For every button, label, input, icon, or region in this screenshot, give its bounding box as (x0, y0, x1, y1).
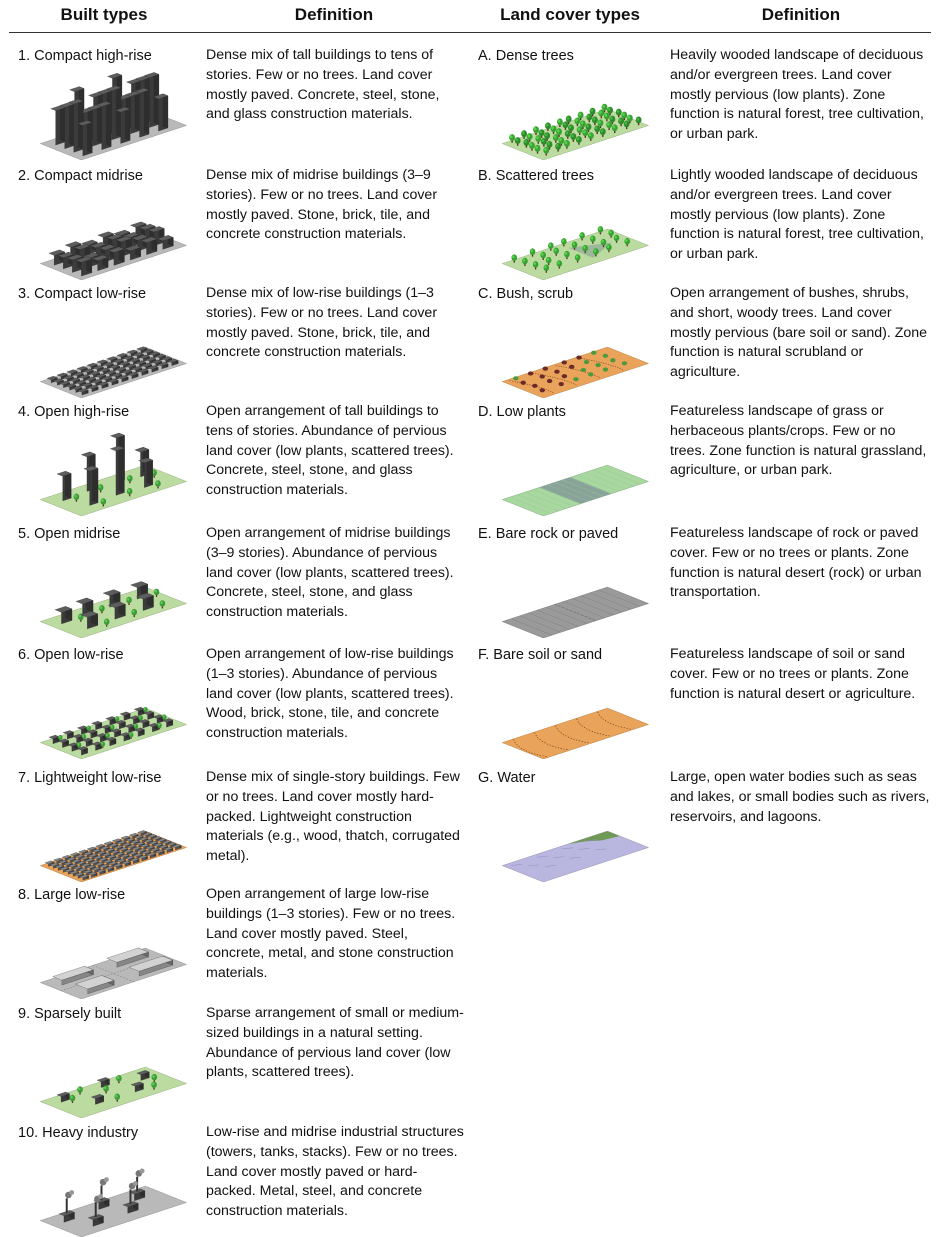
land-type-name: F. Bare soil or sand (478, 647, 603, 663)
built-type-definition: Open arrangement of midrise buildings (3… (206, 525, 454, 621)
sparsely-built-illustration (16, 1026, 196, 1118)
built-type-name: 8. Large low-rise (18, 887, 126, 903)
built-type-name: 5. Open midrise (18, 526, 121, 542)
land-cover-types-header: Land cover types (500, 5, 640, 24)
bare-soil-sand-illustration (478, 667, 658, 759)
dense-trees-illustration (478, 68, 658, 160)
built-type-definition: Open arrangement of large low-rise build… (206, 886, 456, 982)
low-plants-illustration (478, 424, 658, 516)
open-high-rise-illustration (16, 424, 196, 516)
built-type-definition: Sparse arrangement of small or medium-si… (206, 1005, 464, 1081)
header-divider (9, 32, 931, 33)
compact-low-rise-illustration (16, 306, 196, 398)
built-definition-header: Definition (294, 5, 374, 24)
built-type-name: 7. Lightweight low-rise (18, 770, 162, 786)
compact-high-rise-illustration (16, 68, 196, 160)
land-type-name: B. Scattered trees (478, 168, 595, 184)
land-type-name: C. Bush, scrub (478, 286, 574, 302)
built-type-name: 1. Compact high-rise (18, 48, 152, 64)
built-type-name: 4. Open high-rise (18, 404, 130, 420)
land-type-name: E. Bare rock or paved (478, 526, 619, 542)
built-type-definition: Dense mix of single-story buildings. Few… (206, 769, 460, 865)
large-low-rise-illustration (16, 907, 196, 999)
land-type-definition: Lightly wooded landscape of deciduous an… (670, 167, 924, 263)
land-type-definition: Large, open water bodies such as seas an… (670, 769, 930, 825)
open-midrise-illustration (16, 546, 196, 638)
built-type-definition: Open arrangement of low-rise buildings (… (206, 646, 454, 742)
land-type-definition: Open arrangement of bushes, shrubs, and … (670, 285, 928, 381)
built-type-name: 10. Heavy industry (18, 1125, 139, 1141)
land-type-name: D. Low plants (478, 404, 566, 420)
built-type-name: 2. Compact midrise (18, 168, 143, 184)
land-definition-header: Definition (761, 5, 841, 24)
built-types-header: Built types (60, 5, 148, 24)
built-type-definition: Low-rise and midrise industrial structur… (206, 1124, 464, 1220)
heavy-industry-illustration (16, 1145, 196, 1237)
built-type-name: 6. Open low-rise (18, 647, 124, 663)
open-low-rise-illustration (16, 667, 196, 759)
built-type-name: 9. Sparsely built (18, 1006, 122, 1022)
bare-rock-paved-illustration (478, 546, 658, 638)
land-type-name: A. Dense trees (478, 48, 574, 64)
water-illustration (478, 790, 658, 882)
lightweight-low-rise-illustration (16, 790, 196, 882)
built-type-name: 3. Compact low-rise (18, 286, 147, 302)
land-type-definition: Featureless landscape of rock or paved c… (670, 525, 922, 601)
built-type-definition: Dense mix of midrise buildings (3–9 stor… (206, 167, 438, 243)
scattered-trees-illustration (478, 188, 658, 280)
land-type-definition: Featureless landscape of soil or sand co… (670, 646, 916, 702)
built-type-definition: Dense mix of low-rise buildings (1–3 sto… (206, 285, 438, 361)
land-type-definition: Heavily wooded landscape of deciduous an… (670, 47, 924, 143)
land-type-definition: Featureless landscape of grass or herbac… (670, 403, 927, 479)
land-type-name: G. Water (478, 770, 536, 786)
built-type-definition: Dense mix of tall buildings to tens of s… (206, 47, 440, 123)
table-header-row: Built types Definition Land cover types … (0, 0, 940, 34)
bush-scrub-illustration (478, 306, 658, 398)
compact-midrise-illustration (16, 188, 196, 280)
built-type-definition: Open arrangement of tall buildings to te… (206, 403, 454, 499)
